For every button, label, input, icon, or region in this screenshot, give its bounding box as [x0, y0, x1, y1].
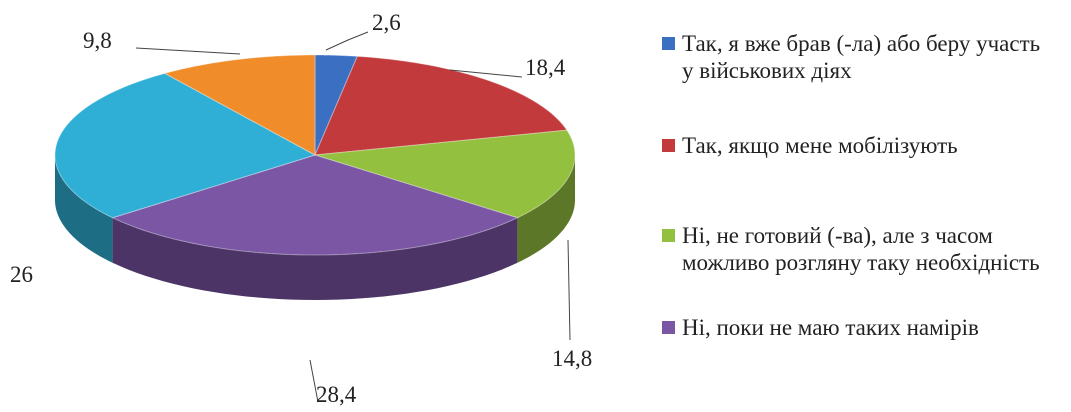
slice — [163, 54, 316, 156]
legend-swatch — [662, 321, 675, 334]
legend-swatch — [662, 139, 675, 152]
data-label: 2,6 — [372, 10, 401, 35]
slice — [314, 55, 568, 156]
slice — [54, 72, 317, 219]
legend-item: Ні, поки не маю таких намірів — [662, 314, 1057, 341]
slice — [111, 154, 519, 256]
legend-item: Ні, не готовий (-ва), але з часом можлив… — [662, 222, 1057, 276]
legend-label: Так, якщо мене мобілізують — [682, 133, 958, 158]
slice-side — [112, 217, 518, 300]
data-label: 18,4 — [525, 55, 566, 80]
data-label: 14,8 — [552, 346, 592, 371]
leader-line — [449, 69, 523, 78]
data-label: 9,8 — [83, 28, 112, 53]
leader-line — [135, 47, 241, 55]
legend-label: Так, я вже брав (-ла) або беру участь у … — [682, 31, 1041, 83]
leader-line — [309, 359, 319, 403]
slice-side — [517, 155, 575, 263]
legend-label: Ні, поки не маю таких намірів — [682, 315, 979, 340]
legend-item: Так, якщо мене мобілізують — [662, 132, 1057, 159]
legend-item: Так, я вже брав (-ла) або беру участь у … — [662, 30, 1057, 84]
legend-label: Ні, не готовий (-ва), але з часом можлив… — [682, 223, 1040, 275]
legend-swatch — [662, 37, 675, 50]
chart: 2,6 18,4 14,8 28,4 26 9,8 — [10, 10, 592, 407]
leader-line — [325, 31, 369, 51]
data-label: 26 — [10, 262, 33, 287]
slice — [314, 129, 576, 219]
slice — [314, 54, 359, 156]
slice-side — [55, 155, 113, 263]
leader-line — [567, 239, 571, 341]
legend-swatch — [662, 229, 675, 242]
data-label: 28,4 — [316, 382, 357, 407]
